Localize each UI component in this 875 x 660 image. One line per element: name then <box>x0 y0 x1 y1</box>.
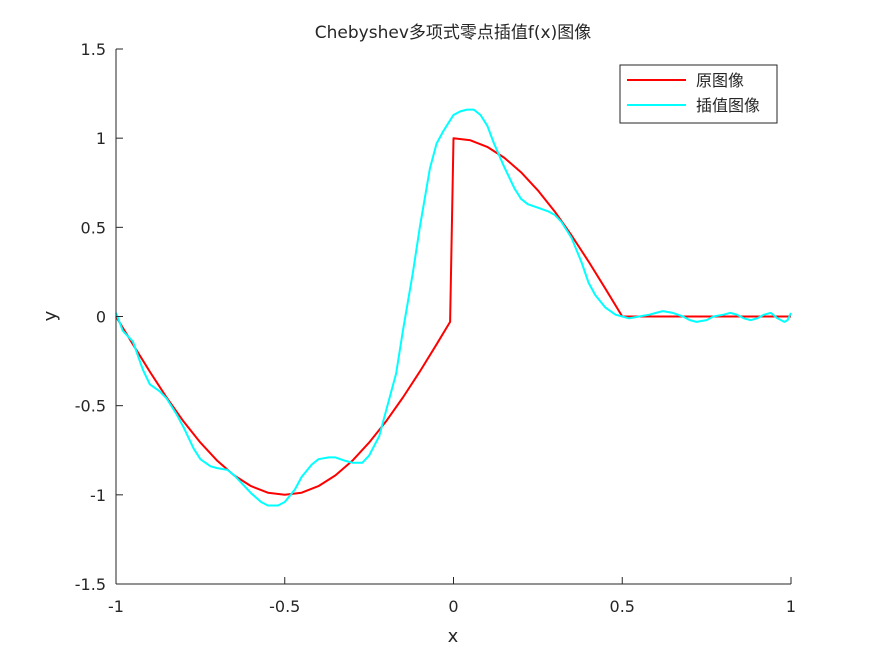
x-tick-label: 1 <box>786 597 796 616</box>
y-tick-label: -1.5 <box>75 575 106 594</box>
legend-label-original: 原图像 <box>696 71 744 90</box>
chart-title: Chebyshev多项式零点插值f(x)图像 <box>315 23 591 43</box>
axes-layer: -1 -0.5 0 0.5 1-1.5-1-0.500.511.5 <box>75 40 796 616</box>
y-tick-label: -0.5 <box>75 397 106 416</box>
series-layer <box>115 108 792 507</box>
series-line-interpolated <box>115 108 792 507</box>
y-tick-label: 0 <box>96 308 106 327</box>
legend-box <box>619 64 778 124</box>
y-tick-label: 0.5 <box>81 218 106 237</box>
legend-label-interpolated: 插值图像 <box>696 96 760 115</box>
x-tick-label: 0.5 <box>610 597 635 616</box>
x-tick-label: -0.5 <box>269 597 300 616</box>
x-tick-label: 0 <box>448 597 458 616</box>
y-tick-label: 1 <box>96 129 106 148</box>
y-tick-label: -1 <box>90 486 106 505</box>
legend: 原图像 插值图像 <box>619 64 778 124</box>
y-axis-label: y <box>40 310 61 321</box>
y-tick-label: 1.5 <box>81 40 106 59</box>
x-axis-label: x <box>448 626 459 647</box>
x-tick-label: -1 <box>108 597 124 616</box>
